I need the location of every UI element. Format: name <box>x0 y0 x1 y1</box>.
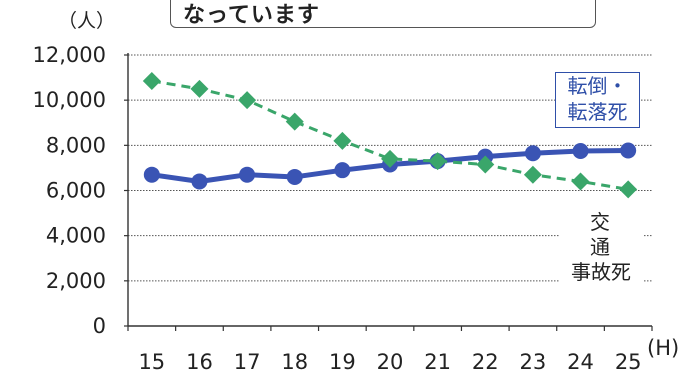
data-point-traffic <box>525 145 541 161</box>
data-point-falls <box>143 72 161 90</box>
data-point-traffic <box>573 143 589 159</box>
traffic-label-line2: 事故死 <box>559 260 643 285</box>
x-tick-label: 18 <box>281 350 308 374</box>
x-tick-label: 24 <box>567 350 594 374</box>
x-tick-label: 16 <box>186 350 213 374</box>
y-tick-label: 4,000 <box>46 224 106 248</box>
x-tick-label: 25 <box>615 350 642 374</box>
x-tick-label: 22 <box>472 350 499 374</box>
y-tick-label: 6,000 <box>46 179 106 203</box>
x-tick-label: 17 <box>234 350 261 374</box>
data-point-traffic <box>144 167 160 183</box>
data-point-falls <box>190 80 208 98</box>
data-point-falls <box>286 113 304 131</box>
y-tick-label: 12,000 <box>33 43 106 67</box>
data-point-falls <box>429 152 447 170</box>
falls-series-label: 転倒・ 転落死 <box>555 72 640 128</box>
x-tick-label: 21 <box>424 350 451 374</box>
traffic-label-line1: 交 通 <box>559 210 643 260</box>
x-tick-label: 23 <box>520 350 547 374</box>
y-tick-label: 2,000 <box>46 269 106 293</box>
x-tick-label: 20 <box>377 350 404 374</box>
traffic-series-label: 交 通 事故死 <box>559 210 643 285</box>
data-point-traffic <box>191 173 207 189</box>
data-point-falls <box>619 180 637 198</box>
falls-label-line1: 転倒・ <box>556 73 639 99</box>
data-point-traffic <box>620 143 636 159</box>
x-axis-unit-label: (H) <box>647 336 679 360</box>
data-point-falls <box>333 132 351 150</box>
data-point-traffic <box>287 169 303 185</box>
data-point-falls <box>572 172 590 190</box>
x-tick-label: 15 <box>138 350 165 374</box>
falls-label-line2: 転落死 <box>556 99 639 125</box>
data-point-traffic <box>239 167 255 183</box>
data-point-falls <box>238 91 256 109</box>
y-tick-label: 0 <box>93 314 106 338</box>
y-tick-label: 10,000 <box>33 88 106 112</box>
data-point-falls <box>524 166 542 184</box>
x-tick-label: 19 <box>329 350 356 374</box>
data-point-traffic <box>334 162 350 178</box>
y-tick-label: 8,000 <box>46 133 106 157</box>
